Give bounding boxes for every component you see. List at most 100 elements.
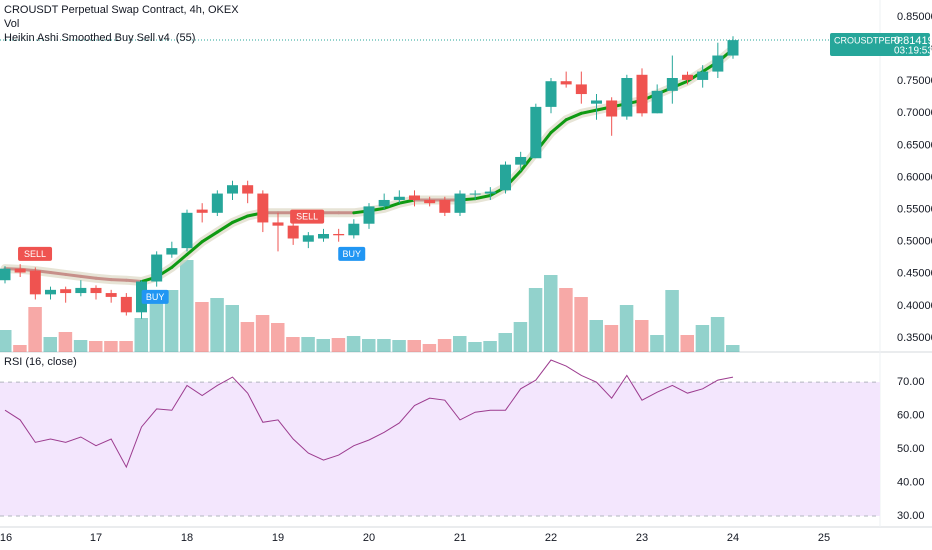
volume-bar	[726, 345, 740, 352]
candle-body	[287, 225, 299, 239]
candle-body	[545, 81, 557, 107]
volume-bar	[225, 305, 239, 352]
candle-body	[227, 185, 238, 194]
indicator-segment	[397, 198, 416, 205]
candle-body	[393, 196, 405, 200]
volume-bar	[544, 275, 558, 352]
signal-label: SELL	[24, 249, 46, 259]
volume-bar	[513, 322, 528, 352]
candle-body	[151, 254, 163, 282]
y-tick-label: 40.00	[897, 476, 925, 488]
candle-body	[712, 55, 724, 72]
candle-body	[682, 74, 693, 80]
candle-body	[196, 209, 208, 213]
volume-bar	[149, 300, 164, 352]
y-tick-label: 70.00	[897, 376, 925, 388]
volume-bar	[240, 322, 255, 352]
volume-bar	[301, 337, 315, 352]
volume-bar	[680, 335, 694, 352]
y-tick-label: 30.00	[897, 510, 925, 522]
candle-body	[575, 84, 587, 95]
indicator-segment	[49, 271, 68, 276]
candle-body	[333, 233, 345, 236]
volume-bar	[619, 305, 634, 352]
volume-bar	[407, 340, 421, 352]
candle-body	[45, 289, 56, 295]
x-tick-label: 22	[545, 532, 557, 544]
indicator-segment	[79, 274, 98, 280]
candle-body	[697, 71, 709, 80]
volume-bar	[604, 325, 619, 352]
last-price-box	[830, 33, 930, 57]
volume-bar	[195, 302, 209, 352]
signal-box	[338, 246, 366, 261]
x-tick-label: 23	[636, 532, 648, 544]
x-tick-label: 17	[90, 532, 102, 544]
x-tick-label: 25	[818, 532, 830, 544]
candle-body	[469, 193, 481, 195]
rsi-band	[0, 382, 880, 516]
candle-body	[439, 199, 451, 213]
indicator-segment	[170, 253, 189, 269]
volume-bar	[104, 341, 118, 352]
chart-title: CROUSDT Perpetual Swap Contract, 4h, OKE…	[4, 4, 239, 16]
candle-body	[651, 90, 663, 114]
volume-bar	[13, 345, 27, 352]
candle-body	[636, 74, 648, 114]
volume-bar	[468, 342, 482, 352]
volume-bar	[635, 320, 649, 352]
indicator-segment	[64, 272, 83, 278]
indicator-segment	[564, 111, 583, 122]
candle-body	[60, 289, 72, 294]
candle-body	[348, 223, 360, 236]
candle-body	[14, 268, 26, 273]
candle-body	[120, 296, 132, 313]
x-tick-label: 18	[181, 532, 193, 544]
x-tick-label: 20	[363, 532, 375, 544]
x-tick-label: 19	[272, 532, 284, 544]
volume-bar	[43, 337, 57, 352]
candle-body	[424, 199, 436, 204]
volume-bar	[589, 320, 603, 352]
signal-box	[18, 246, 53, 261]
candle-body	[606, 100, 618, 117]
candle-body	[530, 106, 542, 159]
candle-body	[166, 248, 178, 255]
indicator-segment	[215, 220, 234, 234]
signal-box	[141, 289, 169, 304]
candle-body	[211, 193, 223, 213]
volume-bar	[650, 335, 664, 352]
volume-bar	[665, 290, 679, 352]
indicator-segment	[109, 278, 128, 282]
volume-bar	[180, 260, 194, 352]
volume-bar	[498, 333, 512, 352]
x-tick-label: 16	[0, 532, 12, 544]
candle-body	[75, 287, 87, 294]
x-tick-label: 21	[454, 532, 466, 544]
candle-body	[272, 222, 284, 226]
volume-bar	[392, 340, 406, 352]
candle-body	[242, 185, 254, 194]
volume-bar	[271, 323, 285, 352]
volume-bar	[574, 297, 588, 352]
indicator-segment	[94, 276, 113, 282]
candle-body	[560, 81, 572, 85]
candle-body	[105, 293, 117, 297]
candle-body	[181, 212, 193, 249]
candle-body	[591, 100, 602, 104]
candle-body	[409, 195, 420, 200]
rsi-title: RSI (16, close)	[4, 356, 77, 368]
volume-bar	[119, 341, 133, 352]
volume-legend: Vol	[4, 18, 19, 30]
volume-bar	[286, 337, 300, 352]
candle-body	[621, 77, 633, 117]
candle-body	[363, 206, 375, 224]
x-tick-label: 24	[727, 532, 739, 544]
